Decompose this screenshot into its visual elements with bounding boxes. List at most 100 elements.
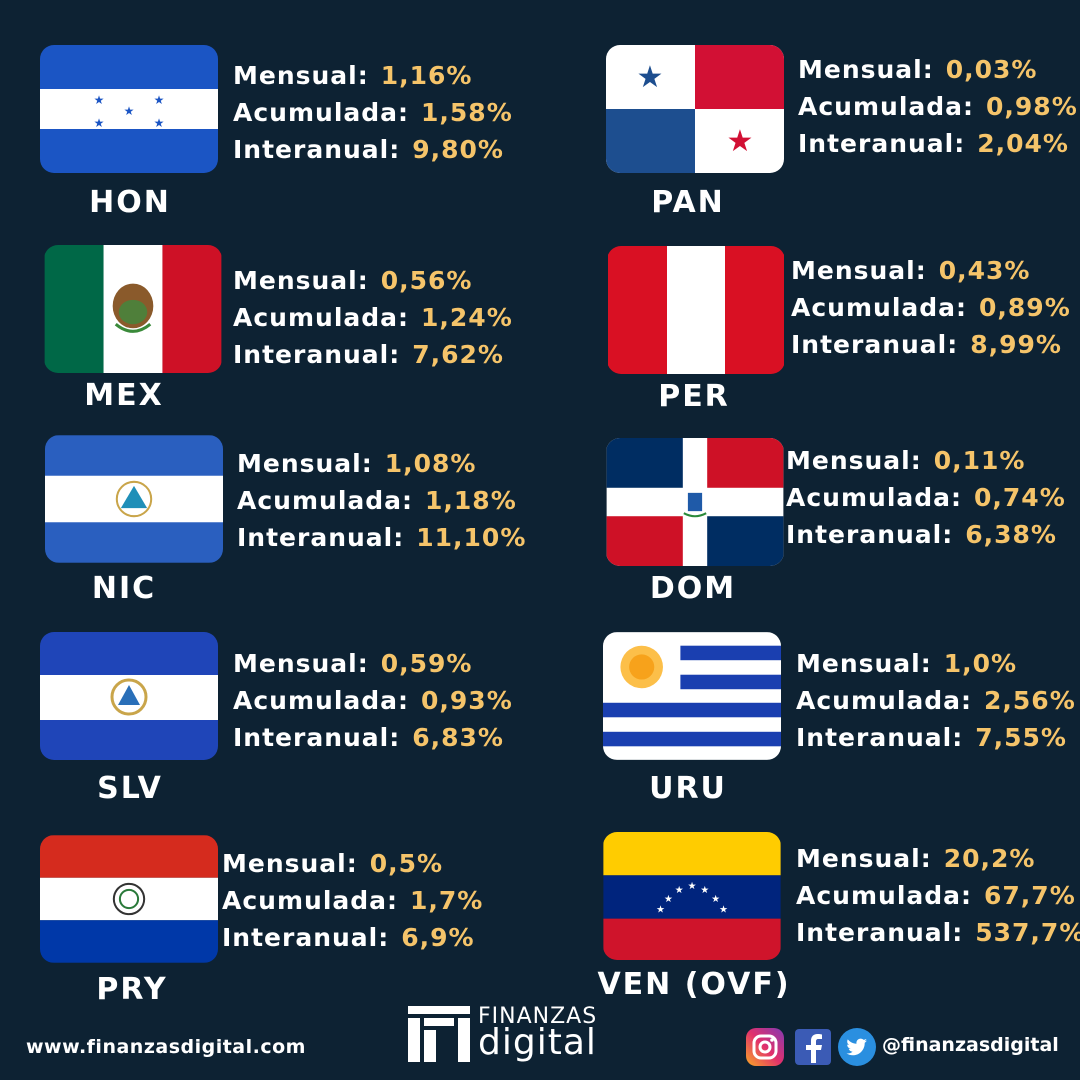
mensual-value: 0,5%: [369, 849, 444, 878]
svg-text:★: ★: [719, 905, 728, 916]
interanual-label: Interanual:: [796, 723, 964, 752]
interanual-row: Interanual: 7,55%: [796, 719, 1076, 756]
mensual-row: Mensual: 0,11%: [786, 442, 1066, 479]
finanzas-digital-logo: FINANZAS digital: [408, 1004, 638, 1066]
country-stats: Mensual: 0,03% Acumulada: 0,98% Interanual…: [798, 51, 1078, 162]
svg-text:★: ★: [675, 885, 684, 896]
paraguay-flag-icon: [40, 835, 218, 963]
interanual-label: Interanual:: [796, 918, 964, 947]
el-salvador-flag-icon: [40, 632, 218, 760]
mensual-row: Mensual: 0,56%: [233, 262, 513, 299]
mensual-label: Mensual:: [237, 449, 373, 478]
country-code: URU: [649, 771, 727, 806]
acumulada-row: Acumulada: 0,89%: [791, 289, 1071, 326]
interanual-value: 9,80%: [412, 135, 504, 164]
country-code: HON: [89, 185, 171, 220]
logo-text-bottom: digital: [478, 1022, 597, 1063]
acumulada-row: Acumulada: 1,7%: [222, 882, 483, 919]
mensual-row: Mensual: 20,2%: [796, 840, 1080, 877]
acumulada-label: Acumulada:: [791, 293, 968, 322]
mensual-value: 1,08%: [384, 449, 477, 478]
acumulada-row: Acumulada: 0,93%: [233, 682, 513, 719]
interanual-label: Interanual:: [798, 129, 966, 158]
mensual-value: 20,2%: [943, 844, 1036, 873]
acumulada-row: Acumulada: 1,18%: [237, 482, 526, 519]
acumulada-row: Acumulada: 67,7%: [796, 877, 1080, 914]
acumulada-label: Acumulada:: [233, 303, 410, 332]
svg-text:★: ★: [711, 894, 720, 905]
mensual-row: Mensual: 0,43%: [791, 252, 1071, 289]
interanual-row: Interanual: 6,38%: [786, 516, 1066, 553]
logo-mark-icon: [408, 1006, 470, 1062]
acumulada-row: Acumulada: 1,58%: [233, 94, 513, 131]
interanual-value: 2,04%: [977, 129, 1069, 158]
interanual-label: Interanual:: [233, 340, 401, 369]
acumulada-value: 1,58%: [421, 98, 513, 127]
mensual-label: Mensual:: [796, 649, 932, 678]
country-code: SLV: [97, 771, 163, 806]
dominican-republic-flag-icon: [606, 438, 784, 566]
acumulada-label: Acumulada:: [237, 486, 414, 515]
interanual-value: 7,55%: [975, 723, 1067, 752]
acumulada-value: 2,56%: [984, 686, 1076, 715]
interanual-row: Interanual: 6,9%: [222, 919, 483, 956]
country-code: NIC: [91, 571, 157, 606]
twitter-icon[interactable]: [837, 1027, 877, 1067]
country-code: VEN (OVF): [597, 967, 791, 1002]
acumulada-value: 0,93%: [421, 686, 513, 715]
country-stats: Mensual: 0,56% Acumulada: 1,24% Interanual…: [233, 262, 513, 373]
svg-text:★: ★: [154, 116, 165, 130]
mensual-label: Mensual:: [791, 256, 927, 285]
acumulada-label: Acumulada:: [233, 98, 410, 127]
interanual-value: 6,9%: [401, 923, 475, 952]
logo-text-top: FINANZAS: [478, 1004, 598, 1029]
acumulada-value: 1,18%: [425, 486, 517, 515]
interanual-row: Interanual: 2,04%: [798, 125, 1078, 162]
social-handle[interactable]: @finanzasdigital: [882, 1034, 1059, 1056]
facebook-icon[interactable]: [793, 1027, 833, 1067]
interanual-value: 7,62%: [412, 340, 504, 369]
svg-text:★: ★: [94, 93, 105, 107]
nicaragua-flag-icon: [45, 435, 223, 563]
mensual-label: Mensual:: [233, 266, 369, 295]
interanual-value: 537,7%: [975, 918, 1080, 947]
acumulada-label: Acumulada:: [796, 686, 973, 715]
mensual-label: Mensual:: [233, 649, 369, 678]
acumulada-value: 0,74%: [974, 483, 1066, 512]
interanual-row: Interanual: 6,83%: [233, 719, 513, 756]
acumulada-label: Acumulada:: [222, 886, 399, 915]
website-link[interactable]: www.finanzasdigital.com: [26, 1036, 306, 1058]
mensual-label: Mensual:: [233, 61, 369, 90]
interanual-row: Interanual: 7,62%: [233, 336, 513, 373]
mensual-value: 0,43%: [938, 256, 1031, 285]
acumulada-label: Acumulada:: [796, 881, 973, 910]
acumulada-label: Acumulada:: [233, 686, 410, 715]
mensual-value: 0,56%: [380, 266, 473, 295]
svg-text:★: ★: [656, 905, 665, 916]
country-stats: Mensual: 20,2% Acumulada: 67,7% Interanual…: [796, 840, 1080, 951]
country-stats: Mensual: 0,59% Acumulada: 0,93% Interanual…: [233, 645, 513, 756]
country-stats: Mensual: 0,43% Acumulada: 0,89% Interanual…: [791, 252, 1071, 363]
svg-text:★: ★: [124, 104, 135, 118]
country-stats: Mensual: 0,11% Acumulada: 0,74% Interanual…: [786, 442, 1066, 553]
acumulada-label: Acumulada:: [786, 483, 963, 512]
acumulada-row: Acumulada: 0,74%: [786, 479, 1066, 516]
interanual-label: Interanual:: [791, 330, 959, 359]
interanual-label: Interanual:: [233, 723, 401, 752]
svg-text:★: ★: [664, 894, 673, 905]
interanual-label: Interanual:: [786, 520, 954, 549]
panama-flag-icon: ★ ★: [606, 45, 784, 173]
interanual-label: Interanual:: [237, 523, 405, 552]
interanual-value: 6,38%: [965, 520, 1057, 549]
interanual-label: Interanual:: [222, 923, 390, 952]
svg-text:★: ★: [637, 60, 664, 95]
svg-text:★: ★: [94, 116, 105, 130]
instagram-icon[interactable]: [745, 1027, 785, 1067]
interanual-row: Interanual: 11,10%: [237, 519, 526, 556]
country-code: PRY: [96, 972, 168, 1007]
mensual-row: Mensual: 0,03%: [798, 51, 1078, 88]
acumulada-row: Acumulada: 0,98%: [798, 88, 1078, 125]
country-code: DOM: [649, 571, 737, 606]
mensual-row: Mensual: 1,16%: [233, 57, 513, 94]
interanual-row: Interanual: 9,80%: [233, 131, 513, 168]
